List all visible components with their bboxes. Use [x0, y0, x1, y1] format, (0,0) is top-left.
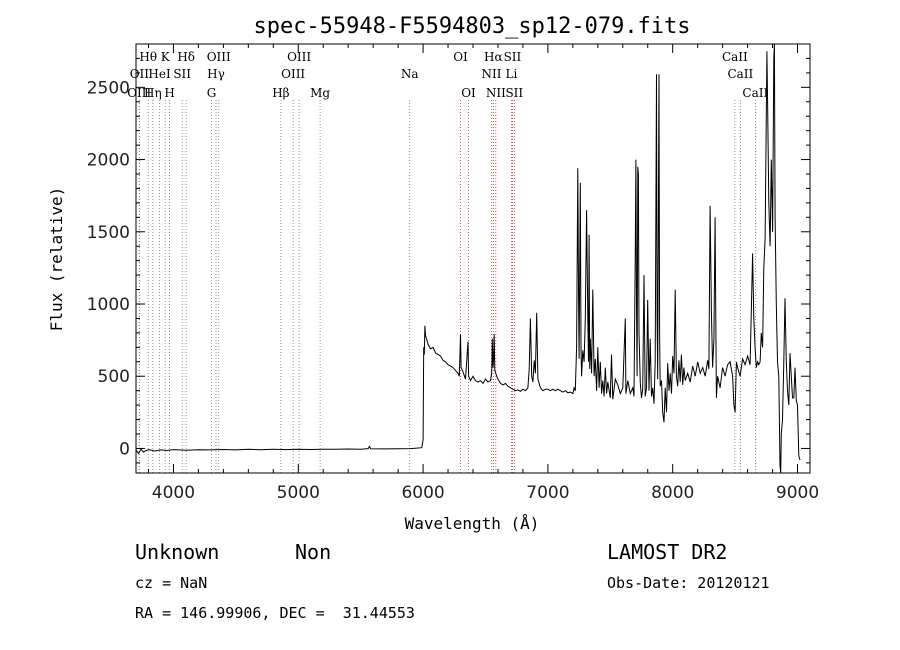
line-label-2: OIII	[127, 86, 151, 100]
line-label-0: Hθ	[139, 50, 157, 64]
plot-frame	[135, 43, 811, 474]
x-tick-label-3: 7000	[526, 483, 569, 503]
line-label-4: HeI	[148, 67, 171, 81]
line-label-22: Li	[506, 67, 518, 81]
line-label-1: OII	[130, 67, 150, 81]
x-axis-label: Wavelength (Å)	[405, 514, 540, 533]
line-label-16: Na	[401, 67, 419, 81]
line-label-6: H	[164, 86, 174, 100]
line-label-9: OIII	[207, 50, 231, 64]
spectral-line-markers: Hθ OII OIII K HeI Hη H SII Hδ OIII Hγ G OIII OIII Hβ Mg…	[127, 50, 768, 473]
series-layer	[136, 44, 801, 473]
chart-title: spec-55948-F5594803_sp12-079.fits	[253, 14, 690, 39]
line-label-21: NII	[481, 67, 501, 81]
redshift-value: cz = NaN	[135, 574, 208, 592]
y-tick-label-0: 0	[119, 439, 130, 459]
x-tick-label-4: 8000	[651, 483, 694, 503]
spectrum-line-0	[136, 44, 801, 473]
observation-date: Obs-Date: 20120121	[607, 574, 770, 592]
line-label-13: OIII	[281, 67, 305, 81]
y-tick-label-4: 2000	[87, 151, 130, 171]
line-label-19: Hα	[484, 50, 503, 64]
line-label-5: Hη	[144, 86, 162, 100]
line-label-20: SII	[504, 50, 522, 64]
line-label-27: CaII	[742, 86, 768, 100]
line-label-11: G	[207, 86, 217, 100]
x-tick-label-2: 6000	[401, 483, 444, 503]
x-tick-label-5: 9000	[776, 483, 819, 503]
line-label-14: Hβ	[272, 86, 289, 100]
line-label-24: SII	[505, 86, 523, 100]
coordinates: RA = 146.99906, DEC = 31.44553	[135, 604, 415, 622]
line-label-17: OI	[453, 50, 468, 64]
line-label-7: SII	[173, 67, 191, 81]
line-label-15: Mg	[310, 86, 330, 100]
object-subclass: Non	[295, 540, 332, 564]
line-label-26: CaII	[727, 67, 753, 81]
line-label-3: K	[161, 50, 171, 64]
y-axis-label: Flux (relative)	[47, 187, 66, 332]
y-tick-label-3: 1500	[87, 223, 130, 243]
survey-name: LAMOST DR2	[607, 540, 728, 564]
line-label-8: Hδ	[177, 50, 195, 64]
y-tick-label-5: 2500	[87, 78, 130, 98]
line-label-10: Hγ	[207, 67, 225, 81]
object-class: Unknown	[135, 540, 220, 564]
x-tick-label-1: 5000	[277, 483, 320, 503]
axis-ticks: 4000 5000 6000 7000 8000 9000 0 500 1000 1500 2000…	[87, 44, 819, 503]
line-label-12: OIII	[287, 50, 311, 64]
line-label-25: CaII	[722, 50, 748, 64]
x-tick-label-0: 4000	[152, 483, 195, 503]
line-label-18: OI	[461, 86, 476, 100]
y-tick-label-1: 500	[98, 367, 130, 387]
y-tick-label-2: 1000	[87, 295, 130, 315]
line-label-23: NII	[486, 86, 506, 100]
